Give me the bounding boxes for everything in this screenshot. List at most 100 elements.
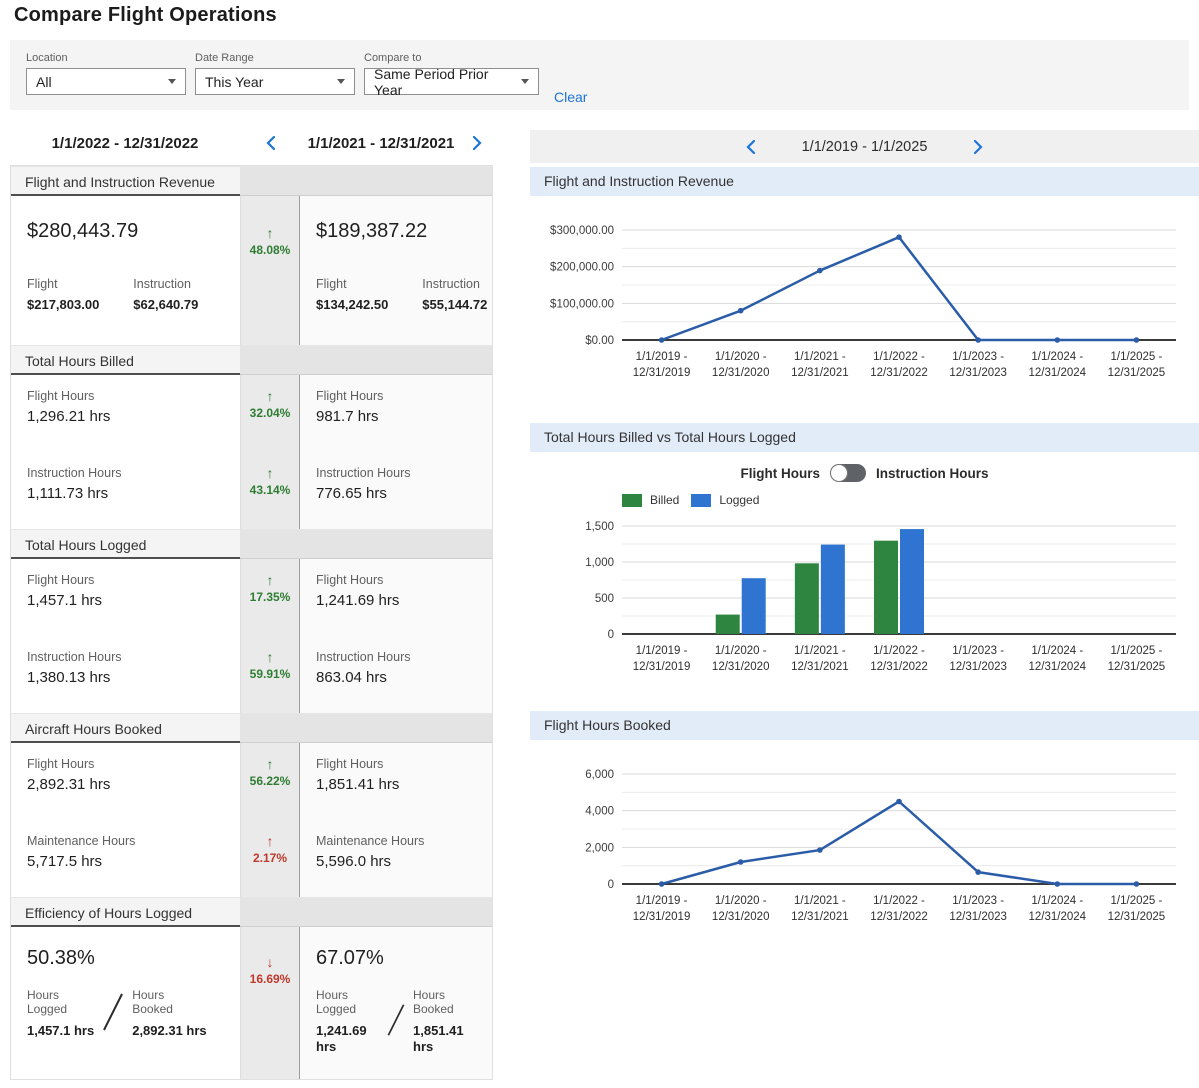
section-header-hours-logged: Total Hours Logged: [11, 529, 240, 559]
instruction-revenue-current: $62,640.79: [133, 297, 198, 312]
legend-logged-swatch: [691, 494, 711, 507]
metric-cell: Flight Hours1,296.21 hrs: [11, 375, 240, 452]
toggle-knob: [830, 464, 848, 482]
prior-period-forward-button[interactable]: [470, 133, 485, 153]
filter-bar: Location All Date Range This Year Compar…: [10, 40, 1189, 110]
svg-text:1/1/2021 -: 1/1/2021 -: [794, 351, 846, 363]
change-cell: ↑32.04%: [240, 375, 300, 452]
billed-vs-logged-bar-chart: 05001,0001,5001/1/2019 -12/31/20191/1/20…: [530, 514, 1199, 689]
svg-text:0: 0: [608, 629, 614, 641]
metric-cell: Flight Hours1,241.69 hrs: [300, 559, 492, 636]
revenue-prior-total: $189,387.22: [316, 220, 476, 243]
change-cell: ↑2.17%: [240, 820, 300, 897]
trend-down-icon: ↓: [267, 955, 274, 970]
svg-text:1/1/2022 -: 1/1/2022 -: [873, 645, 925, 657]
clear-filters-link[interactable]: Clear: [554, 89, 587, 105]
comparison-panel: 1/1/2022 - 12/31/2022 1/1/2021 - 12/31/2…: [10, 125, 493, 1080]
svg-text:12/31/2022: 12/31/2022: [870, 661, 928, 673]
trend-up-icon: ↑: [267, 650, 274, 665]
section-header-hours-billed: Total Hours Billed: [11, 345, 240, 375]
svg-text:1,500: 1,500: [585, 521, 614, 533]
metric-cell: Maintenance Hours5,717.5 hrs: [11, 820, 240, 897]
billed-vs-logged-chart-title: Total Hours Billed vs Total Hours Logged: [530, 423, 1199, 452]
efficiency-current-value: 50.38%: [27, 947, 224, 970]
revenue-chart-title: Flight and Instruction Revenue: [530, 167, 1199, 196]
compare-to-label: Compare to: [364, 52, 539, 64]
toggle-right-label[interactable]: Instruction Hours: [876, 466, 989, 481]
legend-item-billed: Billed: [622, 493, 679, 507]
revenue-change-pct: 48.08%: [250, 243, 291, 257]
revenue-line-chart: $0.00 $100,000.00 $200,000.00 $300,000.00 1/…: [530, 200, 1199, 401]
dropdown-caret-icon: [337, 79, 345, 84]
prior-period-label: 1/1/2021 - 12/31/2021: [308, 135, 455, 152]
svg-text:12/31/2025: 12/31/2025: [1108, 661, 1166, 673]
svg-text:1/1/2021 -: 1/1/2021 -: [794, 645, 846, 657]
svg-text:1/1/2024 -: 1/1/2024 -: [1031, 351, 1083, 363]
date-range-label: Date Range: [195, 52, 355, 64]
range-forward-button[interactable]: [971, 137, 986, 157]
period-header: 1/1/2022 - 12/31/2022 1/1/2021 - 12/31/2…: [10, 125, 493, 161]
svg-text:1/1/2020 -: 1/1/2020 -: [715, 645, 767, 657]
svg-text:$300,000.00: $300,000.00: [550, 225, 614, 237]
svg-text:$0.00: $0.00: [585, 335, 614, 347]
efficiency-prior-value: 67.07%: [316, 947, 476, 970]
compare-to-filter: Compare to Same Period Prior Year: [364, 52, 539, 95]
legend-item-logged: Logged: [691, 493, 759, 507]
range-back-button[interactable]: [743, 137, 758, 157]
trend-up-icon: ↑: [267, 757, 274, 772]
svg-text:12/31/2021: 12/31/2021: [791, 661, 849, 673]
metric-cell: Flight Hours1,457.1 hrs: [11, 559, 240, 636]
trend-up-icon: ↑: [267, 834, 274, 849]
trend-up-icon: ↑: [267, 466, 274, 481]
efficiency-prior-cell: 67.07% Hours Logged1,241.69 hrs Hours Bo…: [300, 927, 492, 1079]
svg-text:12/31/2024: 12/31/2024: [1029, 911, 1087, 923]
location-select[interactable]: All: [26, 68, 186, 95]
svg-text:1/1/2024 -: 1/1/2024 -: [1031, 895, 1083, 907]
legend-billed-swatch: [622, 494, 642, 507]
svg-text:12/31/2020: 12/31/2020: [712, 661, 770, 673]
toggle-left-label[interactable]: Flight Hours: [740, 466, 820, 481]
flight-label: Flight: [316, 277, 388, 291]
chart-range-nav: 1/1/2019 - 1/1/2025: [530, 130, 1199, 163]
charts-panel: 1/1/2019 - 1/1/2025 Flight and Instructi…: [530, 130, 1199, 947]
svg-text:0: 0: [608, 879, 614, 891]
instruction-revenue-prior: $55,144.72: [422, 297, 487, 312]
svg-text:1/1/2021 -: 1/1/2021 -: [794, 895, 846, 907]
svg-text:2,000: 2,000: [585, 842, 614, 854]
dropdown-caret-icon: [168, 79, 176, 84]
svg-text:12/31/2019: 12/31/2019: [633, 367, 691, 379]
section-header-revenue: Flight and Instruction Revenue: [11, 166, 240, 196]
compare-flight-operations-page: Compare Flight Operations Location All D…: [0, 0, 1199, 1088]
efficiency-current-cell: 50.38% Hours Logged1,457.1 hrs Hours Boo…: [11, 927, 240, 1079]
svg-text:$200,000.00: $200,000.00: [550, 262, 614, 274]
svg-text:12/31/2019: 12/31/2019: [633, 911, 691, 923]
metric-cell: Flight Hours1,851.41 hrs: [300, 743, 492, 820]
comparison-table: Flight and Instruction Revenue $280,443.…: [10, 165, 493, 1080]
svg-text:1/1/2020 -: 1/1/2020 -: [715, 351, 767, 363]
svg-text:12/31/2021: 12/31/2021: [791, 367, 849, 379]
flight-revenue-current: $217,803.00: [27, 297, 99, 312]
svg-text:1/1/2019 -: 1/1/2019 -: [636, 895, 688, 907]
flight-hours-booked-line-chart: 02,0004,0006,0001/1/2019 -12/31/20191/1/…: [530, 752, 1199, 947]
instruction-label: Instruction: [133, 277, 198, 291]
svg-text:$100,000.00: $100,000.00: [550, 298, 614, 310]
svg-text:1/1/2022 -: 1/1/2022 -: [873, 351, 925, 363]
hours-type-toggle[interactable]: [830, 464, 866, 482]
svg-text:1/1/2024 -: 1/1/2024 -: [1031, 645, 1083, 657]
chart-legend: Billed Logged: [622, 490, 1199, 510]
metric-cell: Instruction Hours1,380.13 hrs: [11, 636, 240, 713]
section-header-efficiency: Efficiency of Hours Logged: [11, 897, 240, 927]
revenue-change-cell: ↑ 48.08%: [240, 196, 300, 345]
svg-text:6,000: 6,000: [585, 769, 614, 781]
svg-text:1/1/2023 -: 1/1/2023 -: [952, 645, 1004, 657]
compare-to-select[interactable]: Same Period Prior Year: [364, 68, 539, 95]
date-range-select[interactable]: This Year: [195, 68, 355, 95]
dropdown-caret-icon: [521, 79, 529, 84]
date-range-filter: Date Range This Year: [195, 52, 355, 95]
flight-revenue-prior: $134,242.50: [316, 297, 388, 312]
prior-period-back-button[interactable]: [263, 133, 278, 153]
instruction-label: Instruction: [422, 277, 487, 291]
metric-cell: Flight Hours981.7 hrs: [300, 375, 492, 452]
current-period-label: 1/1/2022 - 12/31/2022: [10, 135, 240, 152]
location-label: Location: [26, 52, 186, 64]
